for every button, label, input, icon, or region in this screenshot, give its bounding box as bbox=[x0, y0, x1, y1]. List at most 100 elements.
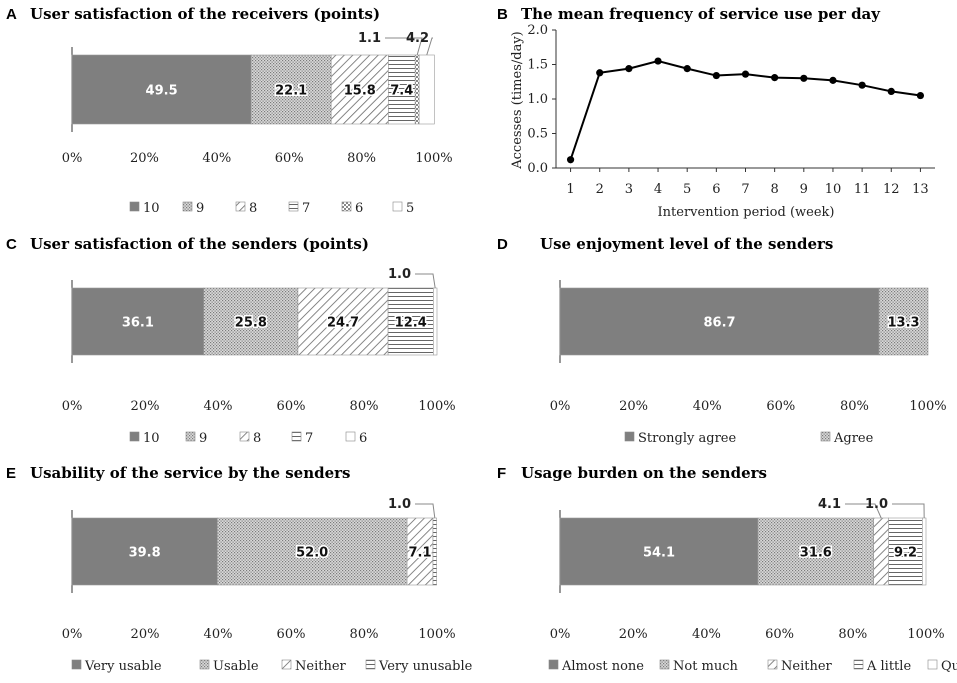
data-label: 49.5 bbox=[146, 84, 178, 99]
legend-swatch bbox=[659, 659, 670, 670]
data-point bbox=[654, 57, 662, 65]
panel-title-a: User satisfaction of the receivers (poin… bbox=[30, 5, 380, 23]
x-tick-label: 60% bbox=[766, 399, 795, 414]
data-label: 1.0 bbox=[388, 267, 411, 282]
x-tick-label: 8 bbox=[771, 182, 779, 197]
y-tick-label: 1.0 bbox=[527, 92, 548, 107]
callout-line bbox=[892, 503, 925, 519]
x-tick-label: 60% bbox=[277, 627, 306, 642]
bar-segment-strongly-agree bbox=[559, 287, 880, 356]
legend-entry: Quite bbox=[941, 659, 957, 674]
legend-entry: 10 bbox=[143, 431, 160, 446]
data-label: 1.0 bbox=[865, 497, 888, 512]
x-tick-label: 0% bbox=[550, 627, 571, 642]
panel-title-d: Use enjoyment level of the senders bbox=[540, 235, 833, 253]
bar-segment-a-little bbox=[888, 517, 923, 586]
bar-segment-neither bbox=[406, 517, 434, 586]
bar-segment-usable bbox=[216, 517, 408, 586]
bar-segment-8 bbox=[330, 54, 389, 125]
panel-title-c: User satisfaction of the senders (points… bbox=[30, 235, 369, 253]
x-tick-label: 0% bbox=[62, 151, 83, 166]
legend-entry: 5 bbox=[406, 201, 414, 216]
x-tick-label: 100% bbox=[909, 399, 946, 414]
legend-entry: Almost none bbox=[561, 659, 644, 674]
x-tick-label: 9 bbox=[800, 182, 808, 197]
legend-swatch bbox=[365, 659, 376, 670]
x-axis-title: Intervention period (week) bbox=[658, 205, 835, 220]
data-point bbox=[566, 156, 575, 164]
x-tick-label: 80% bbox=[838, 627, 867, 642]
legend-entry: 6 bbox=[355, 201, 363, 216]
callout-line bbox=[426, 37, 433, 56]
bar-segment-9 bbox=[203, 287, 299, 356]
legend-entry: Usable bbox=[213, 659, 259, 674]
data-label: 15.8 bbox=[344, 84, 376, 99]
data-point bbox=[625, 65, 633, 73]
legend-entry: 9 bbox=[199, 431, 207, 446]
x-tick-label: 40% bbox=[204, 399, 233, 414]
legend-entry: 8 bbox=[253, 431, 261, 446]
bar-segment-agree bbox=[878, 287, 929, 356]
bar-segment-not-much bbox=[757, 517, 874, 586]
x-tick-label: 60% bbox=[275, 151, 304, 166]
x-tick-label: 80% bbox=[350, 627, 379, 642]
panel-letter-f: F bbox=[497, 465, 506, 482]
legend-swatch bbox=[281, 659, 292, 670]
x-tick-label: 80% bbox=[347, 151, 376, 166]
bar-segment-6 bbox=[414, 54, 420, 125]
x-tick-label: 10 bbox=[825, 182, 842, 197]
x-tick-label: 0% bbox=[62, 627, 83, 642]
data-label: 22.1 bbox=[275, 84, 307, 99]
x-tick-label: 40% bbox=[202, 151, 231, 166]
data-label: 4.1 bbox=[818, 497, 841, 512]
bar-segment-10 bbox=[71, 54, 252, 125]
data-label: 24.7 bbox=[327, 316, 359, 331]
legend-swatch bbox=[345, 431, 356, 442]
legend-entry: Neither bbox=[781, 659, 833, 674]
legend-swatch bbox=[288, 201, 299, 212]
callout-line bbox=[845, 503, 882, 519]
x-tick-label: 4 bbox=[654, 182, 662, 197]
legend-swatch bbox=[341, 201, 352, 212]
x-tick-label: 13 bbox=[912, 182, 929, 197]
legend-entry: 9 bbox=[196, 201, 204, 216]
bar-segment-10 bbox=[71, 287, 205, 356]
data-label: 39.8 bbox=[129, 546, 161, 561]
legend-entry: 7 bbox=[302, 201, 310, 216]
panel-title-b: The mean frequency of service use per da… bbox=[521, 5, 881, 23]
data-label: 52.0 bbox=[296, 546, 328, 561]
x-tick-label: 3 bbox=[625, 182, 633, 197]
x-tick-label: 40% bbox=[204, 627, 233, 642]
bar-segment-neither bbox=[873, 517, 889, 586]
bar-segment-9 bbox=[250, 54, 332, 125]
legend-entry: Very unusable bbox=[378, 659, 473, 674]
legend-swatch bbox=[71, 659, 82, 670]
x-tick-label: 11 bbox=[854, 182, 871, 197]
legend-entry: 6 bbox=[359, 431, 367, 446]
panel-title-e: Usability of the service by the senders bbox=[30, 464, 350, 482]
x-tick-label: 12 bbox=[883, 182, 900, 197]
x-tick-label: 100% bbox=[418, 399, 455, 414]
data-point bbox=[596, 69, 604, 77]
bar-segment-6 bbox=[433, 287, 438, 356]
panel-d: D Use enjoyment level of the senders 86.… bbox=[497, 235, 947, 446]
x-tick-label: 60% bbox=[277, 399, 306, 414]
panel-a: A User satisfaction of the receivers (po… bbox=[6, 5, 453, 216]
legend-swatch bbox=[624, 431, 635, 442]
y-tick-label: 1.5 bbox=[527, 58, 548, 73]
legend-swatch bbox=[235, 201, 246, 212]
data-point bbox=[829, 76, 837, 84]
data-label: 13.3 bbox=[887, 316, 919, 331]
data-point bbox=[858, 81, 866, 89]
callout-line bbox=[385, 37, 423, 56]
legend-entry: Strongly agree bbox=[638, 431, 736, 446]
data-point bbox=[771, 74, 779, 82]
bar-segment-7 bbox=[387, 287, 434, 356]
data-label: 86.7 bbox=[703, 316, 735, 331]
bar-segment-almost-none bbox=[559, 517, 759, 586]
legend-swatch bbox=[185, 431, 196, 442]
x-tick-label: 20% bbox=[130, 151, 159, 166]
bar-segment-quite bbox=[922, 517, 927, 586]
x-tick-label: 20% bbox=[619, 627, 648, 642]
